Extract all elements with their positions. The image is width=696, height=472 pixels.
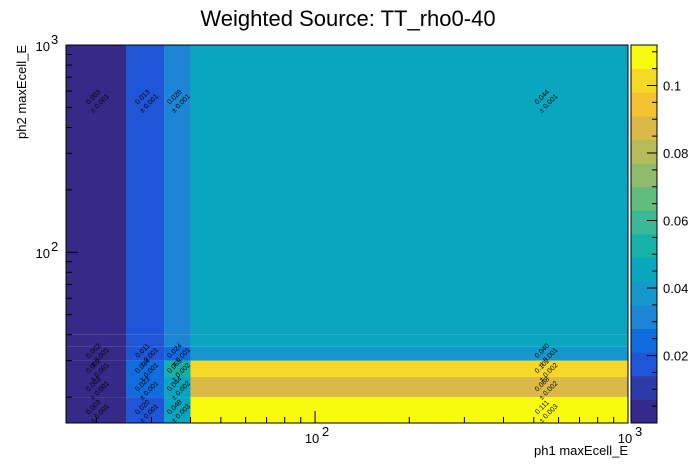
heatmap-cell [164, 397, 191, 423]
color-scale-step [631, 139, 657, 164]
heatmap-cell [126, 377, 165, 398]
color-scale-step [631, 375, 657, 400]
color-scale-tick-label: 0.02 [663, 349, 688, 364]
color-scale-step [631, 281, 657, 306]
heatmap-cells [66, 45, 628, 423]
plot-frame [65, 44, 629, 424]
color-scale-tick-label: 0.1 [663, 79, 681, 94]
y-tick-exponent: 2 [51, 239, 58, 254]
color-scale-frame [630, 44, 658, 424]
heatmap-cell [190, 334, 628, 347]
y-tick-label: 10 [36, 246, 50, 261]
heatmap-cell [164, 377, 191, 398]
color-scale-step [631, 68, 657, 93]
x-tick-label: 10 [618, 431, 632, 446]
heatmap-cell [190, 45, 628, 335]
y-tick-exponent: 3 [51, 32, 58, 47]
x-tick-exponent: 3 [635, 424, 642, 439]
heatmap-cell [190, 360, 628, 378]
color-scale-step [631, 163, 657, 188]
heatmap-cell [164, 45, 191, 335]
x-tick-exponent: 2 [322, 424, 329, 439]
heatmap-cell [66, 45, 127, 335]
heatmap-cell [164, 360, 191, 378]
color-scale-step [631, 304, 657, 329]
y-axis-label: ph2 maxEcell_E [14, 45, 29, 139]
x-axis-ticks: 10 2 10 3 [95, 411, 642, 446]
color-scale-ticks: 0.02 0.04 0.06 0.08 0.1 [647, 51, 688, 407]
heatmap-cell [66, 360, 127, 378]
color-scale-step [631, 210, 657, 235]
color-scale-bar [630, 44, 658, 424]
heatmap-cell [126, 346, 165, 361]
heatmap-cell [66, 377, 127, 398]
color-scale-step [631, 399, 657, 424]
x-axis-label: ph1 maxEcell_E [534, 443, 628, 458]
heatmap-cell [164, 346, 191, 361]
heatmap-cell [126, 334, 165, 347]
heatmap-cell [66, 334, 127, 347]
color-scale-step [631, 257, 657, 282]
heatmap-cell [190, 377, 628, 398]
chart-title: Weighted Source: TT_rho0-40 [200, 6, 495, 31]
heatmap-cell [164, 334, 191, 347]
y-tick-label: 10 [36, 39, 50, 54]
color-scale-tick-label: 0.08 [663, 146, 688, 161]
color-scale-tick-label: 0.04 [663, 281, 688, 296]
color-scale-tick-label: 0.06 [663, 214, 688, 229]
heatmap-cell [190, 346, 628, 361]
heatmap-cell [126, 360, 165, 378]
color-scale-step [631, 92, 657, 117]
heatmap-cell [126, 397, 165, 423]
heatmap-cell [126, 45, 165, 335]
color-scale-step [631, 45, 657, 70]
color-scale-step [631, 186, 657, 211]
x-tick-label: 10 [305, 431, 319, 446]
color-scale-step [631, 328, 657, 353]
heatmap-cell [66, 346, 127, 361]
